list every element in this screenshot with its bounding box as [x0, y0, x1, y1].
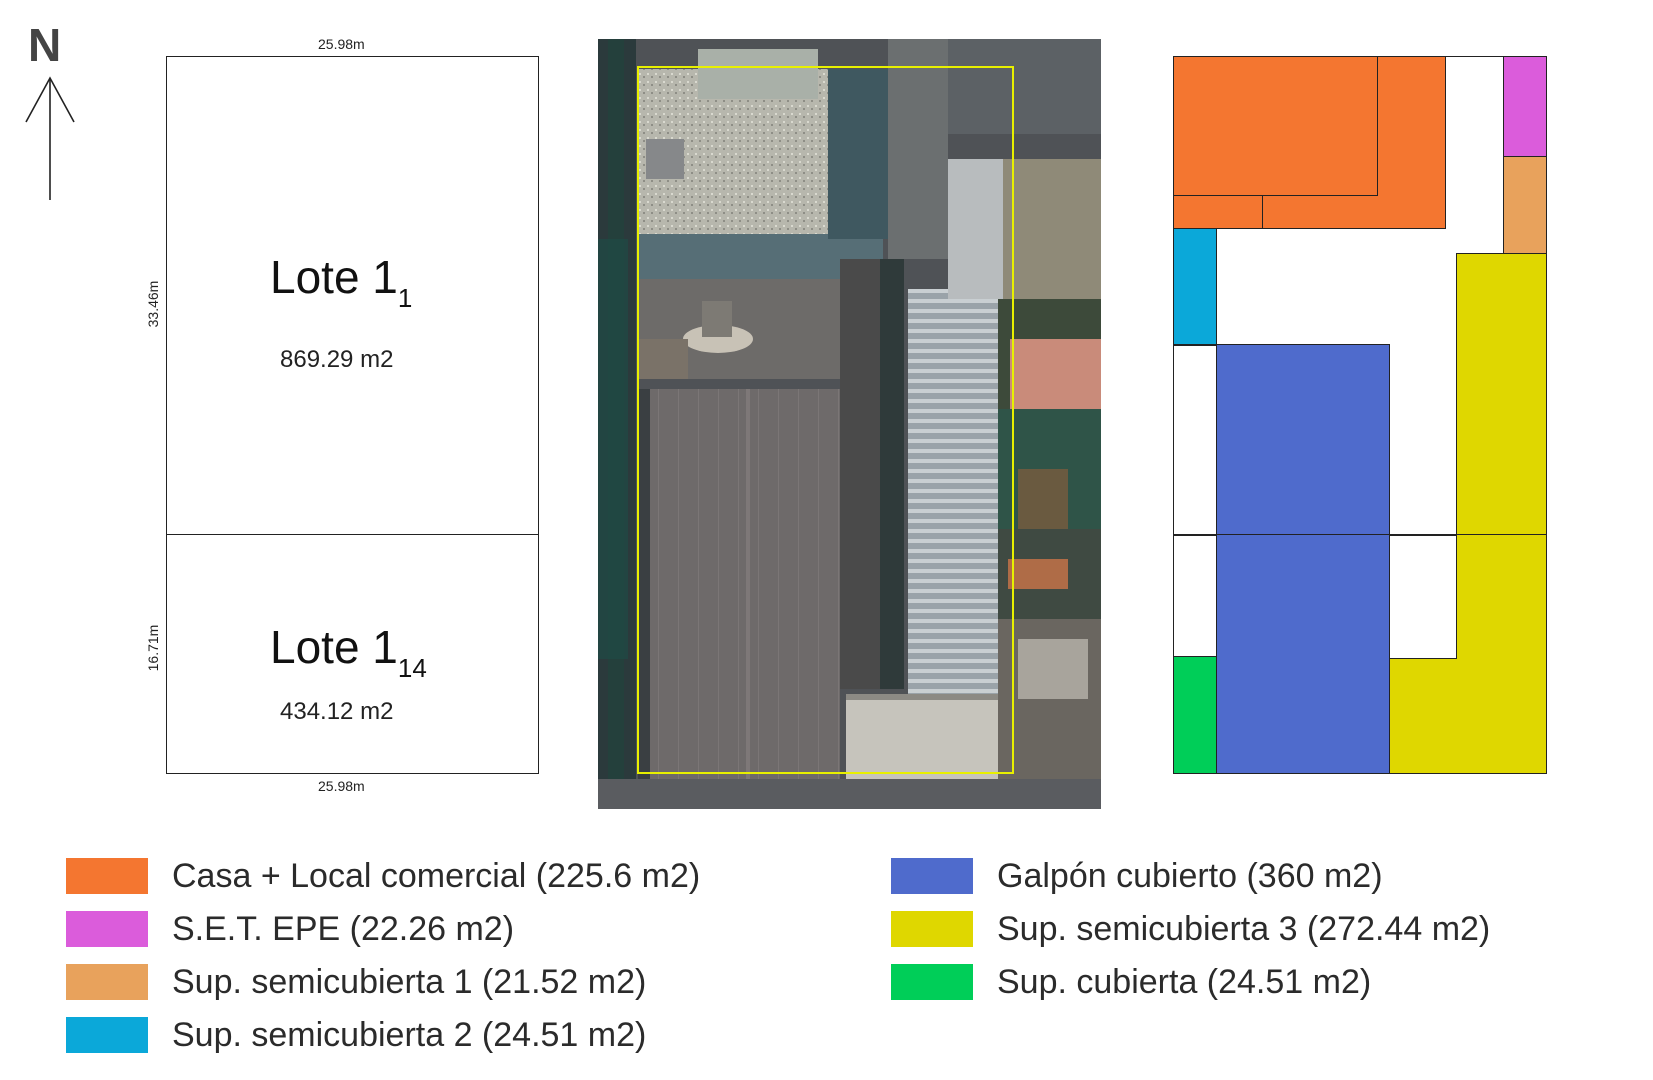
legend-item: S.E.T. EPE (22.26 m2) — [66, 909, 700, 949]
legend-left: Casa + Local comercial (225.6 m2) S.E.T.… — [66, 856, 700, 1055]
legend-right: Galpón cubierto (360 m2) Sup. semicubier… — [891, 856, 1490, 1002]
legend-label: Casa + Local comercial (225.6 m2) — [172, 856, 701, 895]
lot-1-14-depth-dimension: 16.71m — [145, 624, 161, 672]
legend-swatch — [66, 911, 148, 947]
zone-sup-semicubierta-1 — [1503, 156, 1547, 254]
legend-label: Sup. cubierta (24.51 m2) — [997, 962, 1372, 1001]
lot-1-14-area: 434.12 m2 — [280, 698, 394, 725]
legend-swatch — [891, 911, 973, 947]
zone-galpon-cubierto — [1216, 344, 1390, 774]
north-arrow-icon — [25, 76, 75, 200]
legend-swatch — [66, 858, 148, 894]
zone-sup-semicubierta-3 — [1456, 253, 1547, 774]
legend-label: Sup. semicubierta 3 (272.44 m2) — [997, 909, 1491, 948]
zone-sup-semicubierta-2 — [1173, 228, 1217, 346]
north-label: N — [28, 19, 62, 71]
legend-item: Casa + Local comercial (225.6 m2) — [66, 856, 700, 896]
legend-swatch — [891, 858, 973, 894]
zone-casa-inner-tick — [1262, 195, 1264, 229]
zone-set-epe — [1503, 56, 1547, 157]
zone-galpon-division — [1216, 534, 1390, 536]
legend-label: Sup. semicubierta 2 (24.51 m2) — [172, 1015, 647, 1054]
zone-sup-semicubierta-3-foot — [1389, 658, 1457, 774]
legend-swatch — [66, 964, 148, 1000]
top-width-dimension: 25.98m — [318, 36, 365, 52]
lot-1-1 — [166, 56, 539, 536]
zone-left-strip-line — [1173, 344, 1217, 346]
legend-swatch — [891, 964, 973, 1000]
zone-sup-cubierta — [1173, 656, 1217, 774]
legend-item: Sup. semicubierta 3 (272.44 m2) — [891, 909, 1490, 949]
lot-1-14 — [166, 534, 539, 774]
lot-1-14-title: Lote 114 — [270, 621, 427, 683]
lot-1-1-title: Lote 11 — [270, 251, 413, 313]
aerial-satellite-image — [598, 39, 1101, 809]
legend-label: S.E.T. EPE (22.26 m2) — [172, 909, 515, 948]
legend-item: Galpón cubierto (360 m2) — [891, 856, 1490, 896]
bottom-width-dimension: 25.98m — [318, 778, 365, 794]
legend-label: Galpón cubierto (360 m2) — [997, 856, 1383, 895]
legend-item: Sup. semicubierta 1 (21.52 m2) — [66, 962, 700, 1002]
legend-swatch — [66, 1017, 148, 1053]
lot-1-1-area: 869.29 m2 — [280, 346, 394, 373]
lot-1-1-depth-dimension: 33.46m — [145, 280, 161, 328]
legend-label: Sup. semicubierta 1 (21.52 m2) — [172, 962, 647, 1001]
zone-semicubierta-3-division — [1456, 534, 1547, 536]
zone-casa-local-comercial — [1173, 56, 1446, 229]
legend-item: Sup. cubierta (24.51 m2) — [891, 962, 1490, 1002]
legend-item: Sup. semicubierta 2 (24.51 m2) — [66, 1015, 700, 1055]
zone-casa-inner-line — [1173, 56, 1378, 196]
